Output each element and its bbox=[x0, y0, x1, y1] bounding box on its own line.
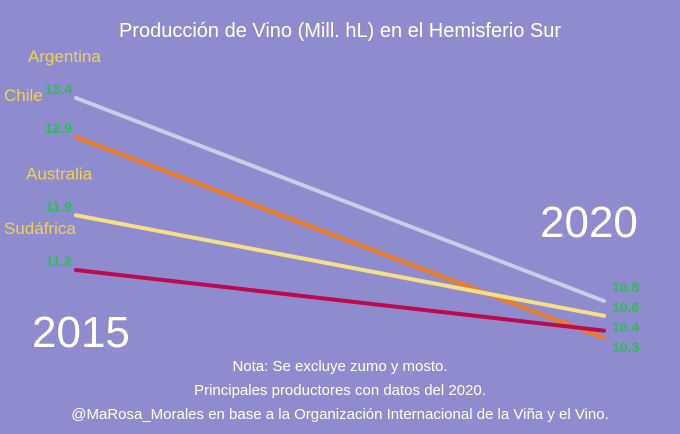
value-label-2020-australia: 10.6 bbox=[612, 299, 639, 315]
value-label-2015-australia: 11.9 bbox=[46, 198, 73, 214]
value-label-2020-argentina: 10.8 bbox=[612, 279, 639, 295]
series-line-chile bbox=[74, 135, 606, 340]
series-line-argentina bbox=[74, 96, 606, 303]
series-name-sudafrica: Sudáfrica bbox=[4, 219, 76, 238]
x-label-start: 2015 bbox=[32, 308, 130, 357]
value-label-2015-sudafrica: 11.2 bbox=[46, 253, 73, 269]
value-label-2015-chile: 12.9 bbox=[45, 120, 72, 136]
x-label-end: 2020 bbox=[540, 198, 638, 247]
series-name-argentina: Argentina bbox=[28, 47, 101, 66]
note-source: @MaRosa_Morales en base a la Organizació… bbox=[71, 406, 609, 423]
chart-title: Producción de Vino (Mill. hL) en el Hemi… bbox=[118, 20, 562, 42]
note-exclusion: Nota: Se excluye zumo y mosto. bbox=[232, 358, 448, 375]
series-name-chile: Chile bbox=[4, 86, 43, 105]
value-label-2015-argentina: 13.4 bbox=[45, 81, 72, 97]
series-line-australia bbox=[74, 213, 606, 318]
value-label-2020-sudafrica: 10.4 bbox=[612, 319, 639, 335]
value-label-2020-chile: 10.3 bbox=[612, 339, 639, 355]
note-producers: Principales productores con datos del 20… bbox=[194, 382, 486, 399]
series-line-sudafrica bbox=[74, 268, 606, 333]
series-name-australia: Australia bbox=[26, 164, 93, 183]
